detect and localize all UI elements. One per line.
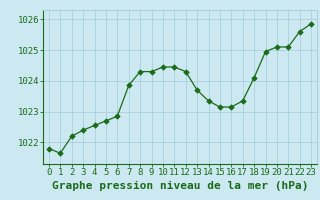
X-axis label: Graphe pression niveau de la mer (hPa): Graphe pression niveau de la mer (hPa) [52, 181, 308, 191]
